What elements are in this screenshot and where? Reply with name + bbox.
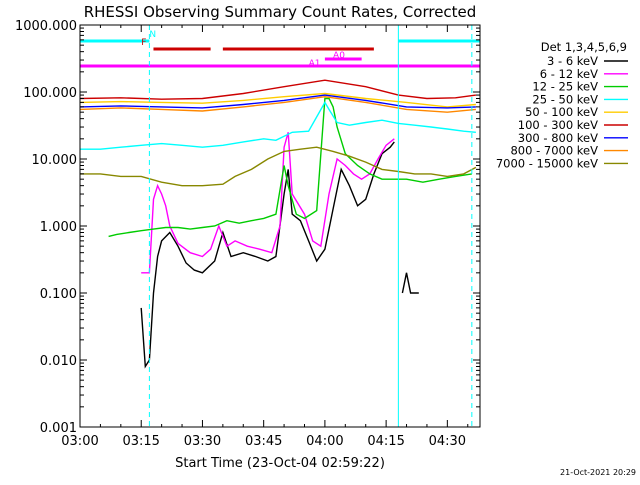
series-line-100-300-kev xyxy=(79,79,476,100)
footer-timestamp: 21-Oct-2021 20:29 xyxy=(560,468,636,477)
legend-title: Det 1,3,4,5,6,9 xyxy=(541,40,627,54)
series-line-300-800-kev xyxy=(79,94,476,109)
flag-label-n: N xyxy=(149,30,156,40)
legend-label-800-7000-kev: 800 - 7000 keV xyxy=(510,144,598,158)
x-tick-label: 04:30 xyxy=(429,434,466,449)
series-line-800-7000-kev xyxy=(79,95,476,113)
series-layer xyxy=(79,79,477,369)
legend-label-3-6-kev: 3 - 6 keV xyxy=(547,54,598,68)
y-tick-label: 100.000 xyxy=(23,86,77,101)
legend-label-6-12-kev: 6 - 12 keV xyxy=(540,67,598,81)
x-axis-label: Start Time (23-Oct-04 02:59:22) xyxy=(175,456,385,471)
legend-label-50-100-kev: 50 - 100 keV xyxy=(525,105,598,119)
flag-layer: NF A0 A1 xyxy=(80,30,480,69)
flag-label-f: F xyxy=(141,38,146,48)
flag-label-a1: A1 xyxy=(309,59,321,69)
legend-label-300-800-kev: 300 - 800 keV xyxy=(518,131,598,145)
series-line-3-6-kev-post xyxy=(401,272,419,294)
y-tick-label: 0.100 xyxy=(40,287,77,302)
vertical-line-layer xyxy=(148,25,473,427)
series-line-3-6-kev xyxy=(140,141,395,369)
x-tick-label: 03:00 xyxy=(61,434,98,449)
x-tick-label: 04:00 xyxy=(306,434,343,449)
series-line-6-12-kev xyxy=(141,132,395,274)
legend-label-12-25-kev: 12 - 25 keV xyxy=(532,80,598,94)
axis-layer: 03:00 03:15 03:30 03:45 04:00 04:15 04:30 1000.… xyxy=(15,19,480,449)
series-line-7000-15000-kev xyxy=(80,146,477,187)
flag-label-a0: A0 xyxy=(333,51,345,61)
series-line-25-50-kev xyxy=(80,100,476,150)
x-tick-label: 04:15 xyxy=(367,434,404,449)
legend-label-7000-15000-kev: 7000 - 15000 keV xyxy=(496,156,598,170)
series-line-12-25-kev xyxy=(108,97,472,238)
series-line-50-100-kev xyxy=(79,92,476,108)
x-tick-label: 03:15 xyxy=(122,434,159,449)
y-tick-label: 1000.000 xyxy=(15,19,77,34)
y-tick-label: 0.010 xyxy=(40,354,77,369)
legend-label-100-300-kev: 100 - 300 keV xyxy=(518,118,598,132)
legend-label-25-50-kev: 25 - 50 keV xyxy=(532,92,598,106)
y-tick-label: 0.001 xyxy=(40,421,77,436)
y-tick-label: 10.000 xyxy=(32,153,78,168)
y-tick-label: 1.000 xyxy=(40,220,77,235)
x-tick-label: 03:30 xyxy=(184,434,221,449)
x-tick-label: 03:45 xyxy=(245,434,282,449)
chart-title: RHESSI Observing Summary Count Rates, Co… xyxy=(84,3,477,21)
